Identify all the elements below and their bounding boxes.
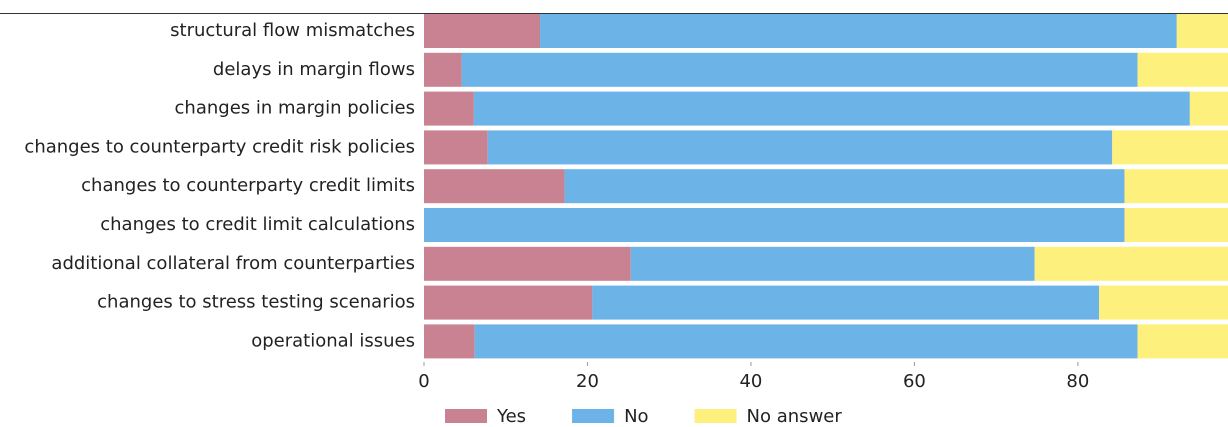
- bar-segment: [424, 130, 488, 165]
- x-tick-label: 20: [576, 371, 599, 392]
- bar-segment: [473, 91, 1190, 126]
- bar-segment: [1189, 91, 1228, 126]
- bar-segment: [1034, 246, 1228, 281]
- bar-segment: [540, 14, 1177, 48]
- y-tick-label: structural flow mismatches: [170, 20, 415, 41]
- bar-segment: [630, 246, 1035, 281]
- bar-segment: [592, 285, 1100, 320]
- legend-swatch: [694, 409, 737, 423]
- bar-segment: [1137, 324, 1228, 359]
- bar-segment: [487, 130, 1113, 165]
- legend-label: Yes: [496, 406, 526, 427]
- bar-segment: [424, 324, 475, 359]
- legend-label: No answer: [747, 406, 843, 427]
- bar-segment: [1099, 285, 1228, 320]
- bar-segment: [1124, 208, 1228, 242]
- bar-segment: [424, 285, 593, 320]
- x-tick-label: 60: [903, 371, 926, 392]
- legend-swatch: [445, 409, 487, 423]
- bar-segment: [1124, 169, 1228, 204]
- y-tick-label: additional collateral from counterpartie…: [51, 253, 415, 274]
- bar-segment: [424, 52, 462, 87]
- bar-segment: [1112, 130, 1228, 165]
- bars: [424, 14, 1228, 359]
- bar-segment: [1137, 52, 1228, 87]
- x-tick-label: 40: [739, 371, 762, 392]
- y-tick-label: changes in margin policies: [175, 98, 415, 119]
- y-tick-label: delays in margin flows: [213, 59, 415, 80]
- x-tick-label: 80: [1066, 371, 1089, 392]
- bar-segment: [424, 14, 541, 48]
- x-tick-label: 0: [418, 371, 429, 392]
- legend-swatch: [572, 409, 615, 423]
- bar-segment: [424, 208, 1125, 242]
- bar-segment: [474, 324, 1138, 359]
- bar-segment: [424, 91, 474, 126]
- bar-segment: [564, 169, 1125, 204]
- y-tick-label: changes to counterparty credit limits: [81, 175, 415, 196]
- bar-segment: [424, 246, 631, 281]
- y-tick-label: operational issues: [251, 330, 415, 351]
- bar-segment: [461, 52, 1138, 87]
- bar-segment: [424, 169, 565, 204]
- y-tick-label: changes to counterparty credit risk poli…: [24, 136, 415, 157]
- legend-label: No: [624, 406, 648, 427]
- bar-segment: [1176, 14, 1228, 48]
- y-tick-label: changes to credit limit calculations: [100, 214, 415, 235]
- y-tick-label: changes to stress testing scenarios: [97, 292, 415, 313]
